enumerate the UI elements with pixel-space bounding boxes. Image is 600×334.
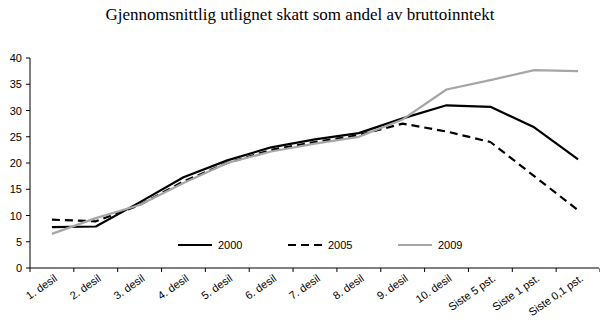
y-tick <box>26 84 30 85</box>
y-tick <box>26 215 30 216</box>
legend-key <box>288 244 322 246</box>
y-tick-label: 0 <box>16 262 22 274</box>
x-tick-label: 8. desil <box>331 272 366 302</box>
y-tick <box>26 189 30 190</box>
x-axis <box>30 268 599 269</box>
x-tick <box>73 268 74 272</box>
title: Gjennomsnittlig utlignet skatt som andel… <box>105 5 494 24</box>
x-tick <box>380 268 381 272</box>
x-tick <box>161 268 162 272</box>
x-tick-label: 2. desil <box>67 272 102 302</box>
legend-label: 2000 <box>218 239 242 251</box>
y-tick <box>26 241 30 242</box>
x-tick-label: Siste 0,1 pst. <box>526 272 585 318</box>
legend-label: 2009 <box>438 239 462 251</box>
y-tick-label: 35 <box>10 78 22 90</box>
x-tick-label: 6. desil <box>243 272 278 302</box>
x-tick <box>117 268 118 272</box>
y-tick <box>26 163 30 164</box>
y-tick-label: 25 <box>10 131 22 143</box>
x-tick <box>424 268 425 272</box>
x-tick-label: 4. desil <box>155 272 190 302</box>
y-tick-label: 30 <box>10 105 22 117</box>
y-tick-label: 5 <box>16 236 22 248</box>
x-tick <box>205 268 206 272</box>
x-tick <box>468 268 469 272</box>
x-tick <box>30 268 31 272</box>
x-tick <box>293 268 294 272</box>
y-tick <box>26 110 30 111</box>
x-tick <box>336 268 337 272</box>
x-tick-label: 9. desil <box>374 272 409 302</box>
x-tick <box>512 268 513 272</box>
y-tick <box>26 58 30 59</box>
legend-key <box>178 244 212 246</box>
legend-label: 2005 <box>328 239 352 251</box>
y-tick-label: 20 <box>10 157 22 169</box>
x-tick-label: 1. desil <box>24 272 59 302</box>
x-tick <box>556 268 557 272</box>
y-tick-label: 40 <box>10 52 22 64</box>
x-tick-label: 5. desil <box>199 272 234 302</box>
y-tick-label: 10 <box>10 210 22 222</box>
legend-key <box>398 244 432 246</box>
y-tick <box>26 268 30 269</box>
x-tick-label: 7. desil <box>287 272 322 302</box>
x-tick-label: 10. desil <box>413 272 453 305</box>
series-line <box>52 105 578 227</box>
plot-area <box>52 70 578 234</box>
y-tick <box>26 136 30 137</box>
y-tick-label: 15 <box>10 183 22 195</box>
series-line <box>52 70 578 234</box>
chart: Gjennomsnittlig utlignet skatt som andel… <box>0 0 600 334</box>
x-tick-label: Siste 5 pst. <box>446 272 497 313</box>
x-tick-label: 3. desil <box>111 272 146 302</box>
x-tick <box>249 268 250 272</box>
